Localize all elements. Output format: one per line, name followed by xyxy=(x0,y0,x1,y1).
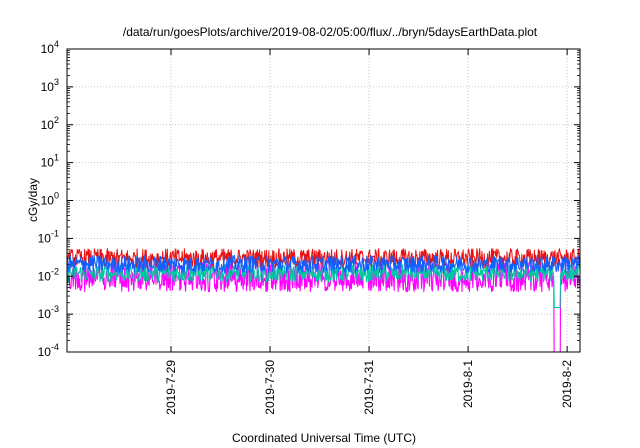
y-tick-label: 102 xyxy=(41,115,59,132)
x-tick-label: 2019-8-1 xyxy=(461,360,475,408)
x-tick-label: 2019-7-30 xyxy=(263,360,277,415)
x-axis-ticks: 2019-7-29 2019-7-30 2019-7-31 2019-8-1 2019-… xyxy=(164,49,574,415)
y-tick-label: 10-3 xyxy=(38,304,59,321)
series-line xyxy=(67,262,580,352)
series-group xyxy=(67,248,580,352)
series-line xyxy=(67,248,580,269)
x-axis-label: Coordinated Universal Time (UTC) xyxy=(232,431,416,445)
y-tick-label: 101 xyxy=(41,153,59,170)
y-axis-ticks: 10-4 10-3 10-2 10-1 100 101 102 103 104 xyxy=(38,39,580,359)
y-tick-label: 100 xyxy=(41,191,59,208)
chart-title: /data/run/goesPlots/archive/2019-08-02/0… xyxy=(123,25,538,39)
y-tick-label: 10-4 xyxy=(38,342,59,359)
y-tick-label: 10-2 xyxy=(38,266,59,283)
grid-lines xyxy=(67,49,580,352)
x-tick-label: 2019-7-31 xyxy=(362,360,376,415)
series-line xyxy=(67,254,580,274)
y-tick-label: 104 xyxy=(41,39,59,56)
y-tick-label: 10-1 xyxy=(38,228,59,245)
x-tick-label: 2019-8-2 xyxy=(560,360,574,408)
plot-frame xyxy=(66,48,581,353)
y-axis-label: cGy/day xyxy=(26,178,40,222)
x-tick-label: 2019-7-29 xyxy=(164,360,178,415)
y-tick-label: 103 xyxy=(41,77,59,94)
